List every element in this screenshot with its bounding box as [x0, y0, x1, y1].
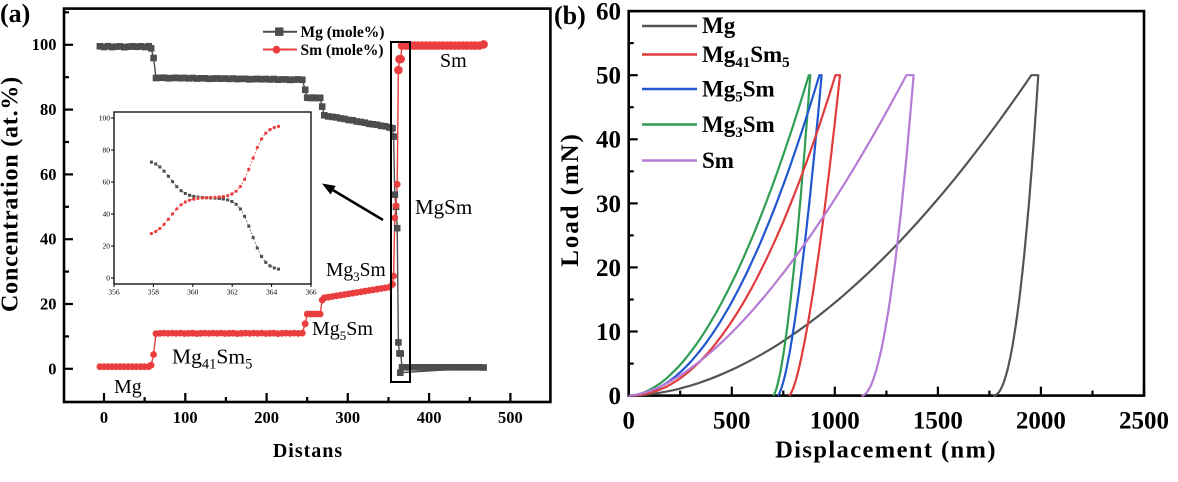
svg-text:80: 80 — [103, 146, 111, 155]
svg-text:0: 0 — [622, 408, 635, 435]
svg-text:356: 356 — [108, 288, 120, 297]
svg-text:0: 0 — [48, 359, 56, 378]
svg-text:Displacement (nm): Displacement (nm) — [775, 437, 997, 464]
svg-text:Mg: Mg — [702, 13, 736, 38]
svg-text:364: 364 — [266, 288, 278, 297]
svg-text:362: 362 — [227, 288, 239, 297]
svg-text:MgSm: MgSm — [415, 195, 472, 219]
svg-text:Mg3Sm: Mg3Sm — [702, 112, 775, 141]
svg-text:20: 20 — [596, 255, 621, 282]
svg-text:60: 60 — [40, 165, 57, 184]
svg-text:1000: 1000 — [810, 408, 860, 435]
svg-text:60: 60 — [103, 178, 111, 187]
svg-text:0: 0 — [609, 383, 622, 410]
svg-text:0: 0 — [100, 408, 108, 427]
svg-text:Load (mN): Load (mN) — [557, 132, 584, 266]
svg-text:400: 400 — [417, 408, 442, 427]
svg-text:(a): (a) — [0, 0, 30, 28]
svg-text:2000: 2000 — [1016, 408, 1066, 435]
svg-text:1500: 1500 — [913, 408, 963, 435]
svg-text:100: 100 — [99, 114, 111, 123]
svg-text:300: 300 — [335, 408, 360, 427]
svg-text:40: 40 — [103, 210, 111, 219]
svg-text:500: 500 — [498, 408, 523, 427]
svg-text:Concentration (at.%): Concentration (at.%) — [0, 76, 24, 312]
svg-text:360: 360 — [187, 288, 199, 297]
svg-text:Mg: Mg — [114, 376, 142, 398]
svg-text:10: 10 — [596, 319, 621, 346]
svg-text:100: 100 — [32, 35, 57, 54]
svg-text:40: 40 — [40, 230, 57, 249]
svg-text:358: 358 — [148, 288, 160, 297]
svg-text:0: 0 — [106, 274, 110, 283]
svg-text:200: 200 — [254, 408, 279, 427]
svg-text:50: 50 — [596, 63, 621, 90]
svg-text:500: 500 — [713, 408, 751, 435]
svg-text:Mg (mole%): Mg (mole%) — [301, 24, 385, 41]
svg-text:Sm: Sm — [440, 50, 467, 72]
svg-text:60: 60 — [596, 0, 621, 26]
svg-text:30: 30 — [596, 191, 621, 218]
svg-text:20: 20 — [103, 242, 111, 251]
svg-text:100: 100 — [173, 408, 198, 427]
svg-text:Sm (mole%): Sm (mole%) — [301, 42, 384, 59]
svg-text:80: 80 — [40, 100, 57, 119]
svg-text:(b): (b) — [554, 1, 586, 30]
svg-text:Sm: Sm — [702, 148, 734, 173]
svg-text:20: 20 — [40, 295, 57, 314]
svg-text:40: 40 — [596, 127, 621, 154]
svg-text:Distans: Distans — [273, 440, 343, 462]
svg-text:366: 366 — [305, 288, 317, 297]
svg-text:2500: 2500 — [1119, 408, 1169, 435]
